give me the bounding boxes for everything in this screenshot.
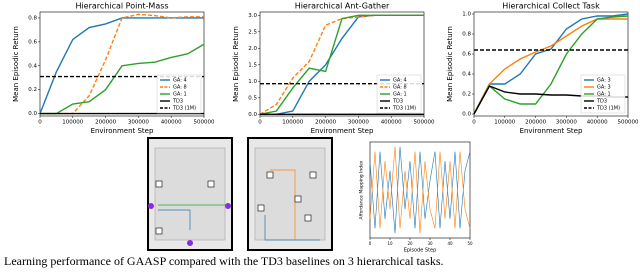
x-tick-label: 50	[467, 241, 473, 246]
legend-label: GA: 8	[173, 85, 187, 91]
plot-frame	[369, 141, 471, 239]
y-tick-label: 0.6	[28, 39, 37, 45]
x-tick-label: 0	[472, 120, 476, 126]
y-tick-label: 0.8	[462, 32, 471, 38]
maze-diagram	[247, 137, 333, 251]
x-axis-label: Episode Step	[404, 248, 437, 254]
legend-label: TD3 (1M)	[596, 106, 620, 112]
x-tick-label: 20	[407, 241, 413, 246]
x-axis-label: Environment Step	[91, 127, 154, 135]
legend-label: TD3 (1M)	[172, 106, 196, 112]
y-axis-label: Affordance Mapping Index	[359, 160, 365, 219]
y-tick-label: 1.0	[248, 79, 257, 85]
legend-label: GA: 4	[173, 78, 187, 84]
x-tick-label: 400000	[587, 120, 608, 126]
x-tick-label: 400000	[381, 120, 402, 126]
x-axis-label: Environment Step	[311, 127, 374, 135]
y-tick-label: 0.0	[28, 111, 37, 117]
legend-label: GA: 3	[597, 78, 611, 84]
x-tick-label: 100000	[282, 120, 303, 126]
chart-title: Hierarchical Point-Mass	[75, 2, 168, 11]
legend-label: TD3	[596, 99, 607, 105]
x-tick-label: 100000	[494, 120, 515, 126]
x-tick-label: 200000	[525, 120, 546, 126]
x-tick-label: 100000	[62, 120, 83, 126]
x-tick-label: 0	[38, 120, 42, 126]
y-tick-label: 0.2	[462, 92, 471, 98]
x-tick-label: 500000	[618, 120, 639, 126]
y-tick-label: 2.5	[248, 29, 257, 35]
y-axis-label: Mean Episodic Return	[446, 26, 454, 102]
x-tick-label: 0	[258, 120, 262, 126]
legend-label: GA: 8	[393, 85, 407, 91]
legend-label: TD3 (1M)	[392, 106, 416, 112]
y-tick-label: 0.6	[462, 52, 471, 58]
x-tick-label: 300000	[348, 120, 369, 126]
y-axis-label: Mean Episodic Return	[232, 26, 240, 102]
caption: Learning performance of GAASP compared w…	[4, 254, 444, 268]
maze-diagram	[147, 137, 233, 251]
plot-frame	[473, 11, 629, 117]
data-line	[259, 14, 424, 116]
data-line	[473, 15, 629, 115]
legend-label: TD3	[392, 99, 403, 105]
x-tick-label: 200000	[315, 120, 336, 126]
data-line	[369, 146, 471, 234]
legend-label: TD3	[172, 99, 183, 105]
x-tick-label: 10	[387, 241, 393, 246]
legend-label: GA: 3	[597, 85, 611, 91]
y-tick-label: 2.0	[248, 46, 257, 52]
y-tick-label: 0.8	[28, 15, 37, 21]
data-line	[40, 43, 205, 115]
y-axis-label: Mean Episodic Return	[12, 26, 20, 102]
y-tick-label: 0.2	[28, 87, 37, 93]
x-tick-label: 200000	[95, 120, 116, 126]
chart-title: Hierarchical Ant-Gather	[295, 2, 390, 11]
legend-label: GA: 1	[173, 92, 187, 98]
x-tick-label: 40	[447, 241, 453, 246]
x-tick-label: 0	[369, 241, 372, 246]
legend-label: GA: 1	[597, 92, 611, 98]
y-tick-label: 1.0	[462, 12, 471, 18]
data-line	[473, 13, 629, 115]
x-axis-label: Environment Step	[520, 127, 583, 135]
y-tick-label: 1.5	[248, 62, 257, 68]
x-tick-label: 500000	[414, 120, 435, 126]
legend-label: GA: 4	[393, 78, 407, 84]
y-tick-label: 0.4	[28, 63, 37, 69]
y-tick-label: 0.5	[248, 95, 257, 101]
y-tick-label: 0.0	[248, 112, 257, 118]
x-tick-label: 400000	[161, 120, 182, 126]
x-tick-label: 30	[427, 241, 433, 246]
x-tick-label: 300000	[556, 120, 577, 126]
legend-label: GA: 1	[393, 92, 407, 98]
x-tick-label: 500000	[194, 120, 215, 126]
chart-title: Hierarchical Collect Task	[502, 2, 600, 11]
y-tick-label: 0.4	[462, 72, 471, 78]
y-tick-label: 0.0	[462, 112, 471, 118]
data-line	[259, 14, 424, 115]
data-line	[369, 146, 471, 234]
y-tick-label: 3.0	[248, 13, 257, 19]
x-tick-label: 300000	[128, 120, 149, 126]
